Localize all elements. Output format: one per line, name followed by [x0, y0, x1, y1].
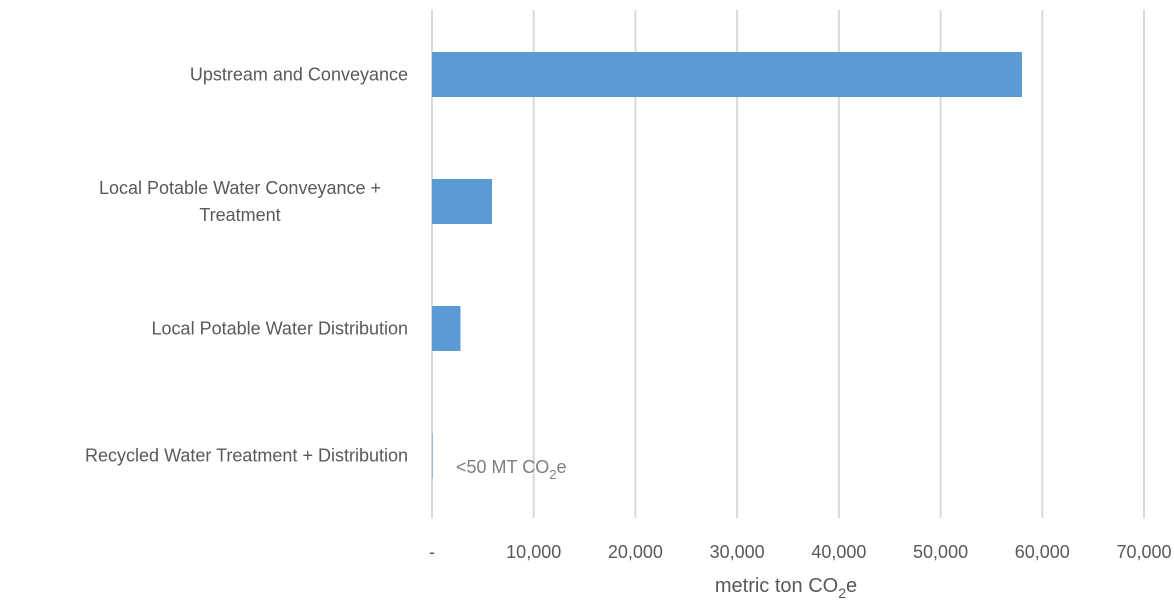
bar [432, 179, 493, 224]
x-tick-label: 70,000 [1116, 542, 1171, 562]
category-label: Upstream and Conveyance [190, 65, 408, 85]
x-tick-label: 10,000 [506, 542, 561, 562]
annotation-subscript: 2 [549, 467, 556, 482]
x-axis-title: metric ton CO2e [715, 575, 857, 601]
x-axis-title-subscript: 2 [838, 585, 846, 601]
bar [432, 52, 1022, 97]
x-tick-labels: - 10,000 20,000 30,000 40,000 50,000 60,000 70,… [429, 542, 1172, 562]
annotation-text: <50 MT CO [456, 457, 549, 477]
category-label: Local Potable Water Distribution [152, 319, 408, 339]
annotation-label: <50 MT CO2e [456, 457, 566, 482]
x-tick-label: 20,000 [608, 542, 663, 562]
category-label: Treatment [199, 205, 280, 225]
x-tick-label: 30,000 [710, 542, 765, 562]
bars [432, 52, 1022, 478]
x-axis-title-tail: e [846, 575, 857, 597]
bar [432, 306, 461, 351]
x-tick-label: 40,000 [811, 542, 866, 562]
category-labels: Upstream and Conveyance Local Potable Wat… [85, 65, 408, 466]
category-label: Recycled Water Treatment + Distribution [85, 446, 408, 466]
x-tick-label: - [429, 542, 435, 562]
category-label: Local Potable Water Conveyance + [99, 178, 381, 198]
x-axis-title-text: metric ton CO [715, 575, 838, 597]
bar [432, 433, 433, 478]
annotation-tail: e [556, 457, 566, 477]
x-tick-label: 60,000 [1015, 542, 1070, 562]
x-tick-label: 50,000 [913, 542, 968, 562]
